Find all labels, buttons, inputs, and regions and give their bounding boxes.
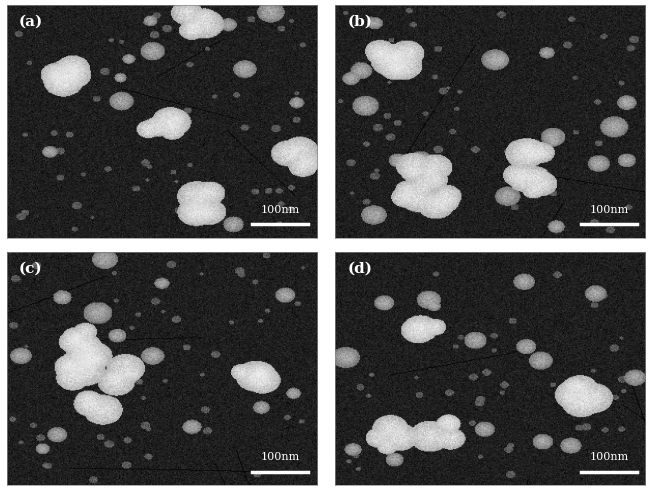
Text: 100nm: 100nm [260, 452, 300, 462]
Text: (c): (c) [19, 261, 42, 275]
Text: (b): (b) [348, 14, 373, 28]
Text: 100nm: 100nm [589, 452, 629, 462]
Text: (d): (d) [348, 261, 373, 275]
Text: (a): (a) [19, 14, 43, 28]
Text: 100nm: 100nm [260, 205, 300, 215]
Text: 100nm: 100nm [589, 205, 629, 215]
